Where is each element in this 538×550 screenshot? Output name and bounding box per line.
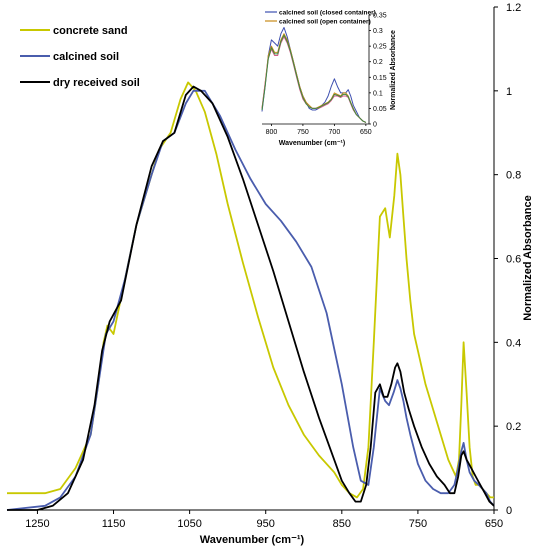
inset-y-tick-label: 0.3 [373,28,383,35]
inset-y-ticks: 0 0.05 0.1 0.15 0.2 0.25 0.3 0.35 [369,13,387,129]
main-y-tick-label: 1.2 [506,2,521,14]
legend-item-calcined-soil: calcined soil [20,51,119,63]
main-y-tick-label: 0.2 [506,421,521,433]
main-x-tick-label: 850 [333,518,351,530]
inset-chart: 800 750 700 650 00.050.10.150.20.250.30.35 … [258,5,397,149]
main-x-tick-label: 950 [257,518,275,530]
main-y-tick-label: 1 [506,86,512,98]
main-line-concrete-sand [7,81,494,499]
main-y-axis-title: Normalized Absorbance [522,195,534,321]
main-y-tick-label: 0 [506,505,512,517]
inset-series-group [261,27,367,123]
inset-x-tick-label: 800 [266,129,278,136]
legend-item-dry-received-soil: dry received soil [20,77,140,89]
main-x-tick-label: 650 [485,518,503,530]
inset-x-tick-label: 750 [297,129,309,136]
inset-x-tick-label: 700 [329,129,341,136]
inset-line-series-3 [261,34,367,123]
main-y-ticks: 0 0.2 0.4 0.6 0.8 1 1.2 [494,2,521,517]
inset-background [258,5,388,149]
inset-x-tick-label: 650 [360,129,372,136]
main-x-tick-label: 1250 [25,518,49,530]
inset-y-axis-title: Normalized Absorbance [390,30,397,110]
inset-legend-label-open: calcined soil (open container) [279,19,371,26]
inset-x-axis-title: Wavenumber (cm⁻¹) [279,140,345,147]
inset-y-tick-label: 0.15 [373,75,387,82]
main-x-ticks: 1250 1150 1050 950 850 750 650 [25,510,503,530]
inset-line-calcined-soil-closed-container [261,27,367,123]
inset-y-tick-label: 0.2 [373,59,383,66]
legend-item-concrete-sand: concrete sand [20,25,128,37]
main-y-tick-label: 0.6 [506,254,521,266]
legend-label-concrete-sand: concrete sand [53,25,128,37]
inset-y-tick-label: 0.35 [373,13,387,20]
main-x-tick-label: 1150 [102,518,126,530]
main-series-group [6,81,495,511]
inset-y-tick-label: 0.05 [373,106,387,113]
legend-label-calcined-soil: calcined soil [53,51,119,63]
inset-legend: calcined soil (closed container) calcine… [265,10,376,26]
main-x-tick-label: 750 [409,518,427,530]
main-line-dry-received-soil [7,85,495,511]
inset-y-tick-label: 0 [373,122,377,129]
main-x-tick-label: 1050 [177,518,201,530]
inset-y-tick-label: 0.25 [373,44,387,51]
legend-label-dry-received-soil: dry received soil [53,77,140,89]
main-y-tick-label: 0.8 [506,170,521,182]
inset-x-ticks: 800 750 700 650 [266,124,372,136]
main-axes: 1250 1150 1050 950 850 750 650 0 0.2 0.4 0.6 0.8 1 1… [7,2,534,546]
inset-y-tick-label: 0.1 [373,90,383,97]
main-x-axis-title: Wavenumber (cm⁻¹) [200,534,305,546]
inset-legend-label-closed: calcined soil (closed container) [279,10,376,17]
main-legend: concrete sand calcined soil dry received… [20,25,140,89]
main-y-tick-label: 0.4 [506,337,521,349]
